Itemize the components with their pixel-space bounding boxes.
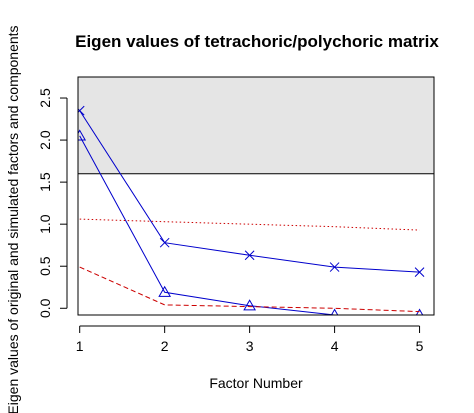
y-tick-label-3: 1.0 [37, 214, 53, 234]
series-group [78, 105, 425, 315]
series-2-point-5 [415, 308, 424, 315]
series-1-point-3 [244, 250, 255, 261]
x-tick-label-1: 1 [76, 338, 84, 354]
series-2-point-3 [243, 299, 256, 311]
series-1-point-5 [414, 267, 425, 277]
series-4-line [79, 266, 420, 313]
y-tick-label-4: 1.5 [37, 172, 53, 192]
series-1-point-4 [329, 262, 340, 272]
plot-area: 1 2 3 4 5 0.0 0.5 1.0 1.5 2.0 2.5 [37, 76, 435, 354]
series-1-point-1 [78, 105, 85, 116]
series-2-point-1 [78, 129, 87, 141]
series-3-line [79, 218, 420, 231]
chart-title: Eigen values of tetrachoric/polychoric m… [75, 32, 439, 51]
y-axis-label: Eigen values of original and simulated f… [5, 25, 21, 413]
shaded-band [78, 77, 434, 174]
series-2-point-2 [158, 285, 172, 297]
y-tick-label-1: 0.0 [37, 298, 53, 318]
y-tick-label-5: 2.0 [37, 130, 53, 150]
x-tick-label-4: 4 [331, 338, 339, 354]
x-tick-label-3: 3 [246, 338, 254, 354]
series-1-point-2 [159, 237, 170, 248]
x-axis-label: Factor Number [209, 375, 303, 391]
x-tick-label-2: 2 [161, 338, 169, 354]
plot-border [77, 76, 435, 316]
series-2-line [79, 135, 420, 315]
x-tick-label-5: 5 [416, 338, 424, 354]
series-2-point-4 [330, 308, 339, 315]
y-tick-label-2: 0.5 [37, 256, 53, 276]
y-tick-label-6: 2.5 [37, 88, 53, 108]
